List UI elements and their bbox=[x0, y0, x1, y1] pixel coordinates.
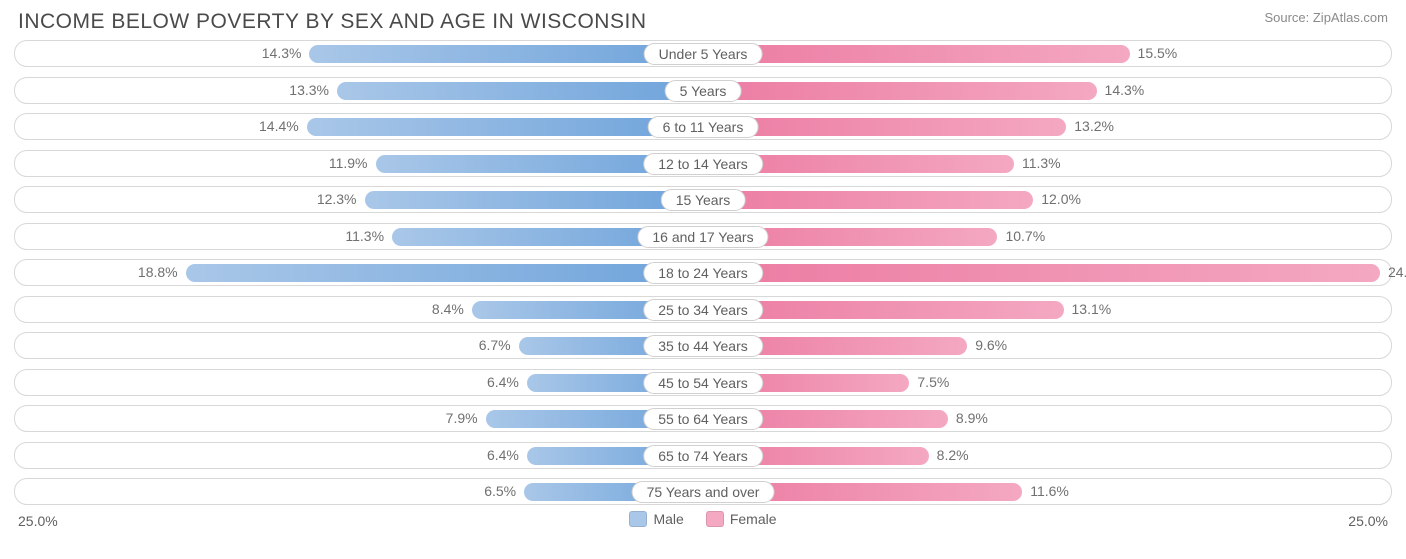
female-pct-label: 7.5% bbox=[917, 374, 949, 390]
male-pct-label: 14.3% bbox=[262, 45, 302, 61]
row-category-label: 18 to 24 Years bbox=[643, 262, 763, 284]
chart-row: 7.9% 8.9% 55 to 64 Years bbox=[14, 405, 1392, 432]
chart-row: 11.3% 10.7% 16 and 17 Years bbox=[14, 223, 1392, 250]
male-bar bbox=[337, 82, 703, 100]
female-pct-label: 8.9% bbox=[956, 410, 988, 426]
chart-header: INCOME BELOW POVERTY BY SEX AND AGE IN W… bbox=[0, 0, 1406, 38]
row-category-label: 25 to 34 Years bbox=[643, 299, 763, 321]
chart-row: 11.9% 11.3% 12 to 14 Years bbox=[14, 150, 1392, 177]
female-pct-label: 13.1% bbox=[1072, 301, 1112, 317]
male-pct-label: 6.5% bbox=[484, 483, 516, 499]
female-bar bbox=[703, 191, 1033, 209]
chart-row: 6.7% 9.6% 35 to 44 Years bbox=[14, 332, 1392, 359]
female-pct-label: 11.6% bbox=[1030, 483, 1069, 499]
chart-row: 13.3% 14.3% 5 Years bbox=[14, 77, 1392, 104]
row-category-label: 12 to 14 Years bbox=[643, 153, 763, 175]
source-name: ZipAtlas.com bbox=[1313, 10, 1388, 25]
female-pct-label: 12.0% bbox=[1041, 191, 1081, 207]
chart-row: 14.3% 15.5% Under 5 Years bbox=[14, 40, 1392, 67]
source-prefix: Source: bbox=[1264, 10, 1312, 25]
chart-title: INCOME BELOW POVERTY BY SEX AND AGE IN W… bbox=[18, 10, 646, 34]
row-category-label: 35 to 44 Years bbox=[643, 335, 763, 357]
row-category-label: Under 5 Years bbox=[644, 43, 763, 65]
female-pct-label: 15.5% bbox=[1138, 45, 1178, 61]
axis-left-max: 25.0% bbox=[18, 513, 58, 529]
row-category-label: 6 to 11 Years bbox=[648, 116, 759, 138]
chart-row: 12.3% 12.0% 15 Years bbox=[14, 186, 1392, 213]
male-pct-label: 12.3% bbox=[317, 191, 357, 207]
row-category-label: 15 Years bbox=[661, 189, 746, 211]
diverging-bar-chart: 14.3% 15.5% Under 5 Years 13.3% 14.3% 5 Years… bbox=[0, 38, 1406, 505]
chart-row: 14.4% 13.2% 6 to 11 Years bbox=[14, 113, 1392, 140]
legend-male: Male bbox=[629, 511, 683, 527]
male-pct-label: 6.4% bbox=[487, 447, 519, 463]
female-pct-label: 10.7% bbox=[1005, 228, 1045, 244]
female-bar bbox=[703, 82, 1097, 100]
row-category-label: 16 and 17 Years bbox=[637, 226, 768, 248]
female-pct-label: 13.2% bbox=[1074, 118, 1114, 134]
row-category-label: 55 to 64 Years bbox=[643, 408, 763, 430]
male-pct-label: 11.9% bbox=[329, 155, 368, 171]
female-pct-label: 14.3% bbox=[1105, 82, 1145, 98]
chart-legend: Male Female bbox=[0, 511, 1406, 527]
male-pct-label: 6.7% bbox=[479, 337, 511, 353]
chart-row: 6.5% 11.6% 75 Years and over bbox=[14, 478, 1392, 505]
male-pct-label: 8.4% bbox=[432, 301, 464, 317]
row-category-label: 65 to 74 Years bbox=[643, 445, 763, 467]
legend-female: Female bbox=[706, 511, 777, 527]
chart-row: 18.8%24.6%18 to 24 Years bbox=[14, 259, 1392, 286]
male-pct-label: 11.3% bbox=[345, 228, 384, 244]
male-bar bbox=[307, 118, 703, 136]
axis-right-max: 25.0% bbox=[1348, 513, 1388, 529]
female-pct-label: 9.6% bbox=[975, 337, 1007, 353]
male-pct-label: 14.4% bbox=[259, 118, 299, 134]
chart-row: 6.4% 7.5% 45 to 54 Years bbox=[14, 369, 1392, 396]
male-pct-label: 18.8% bbox=[138, 264, 178, 280]
male-bar bbox=[365, 191, 703, 209]
female-bar bbox=[703, 45, 1130, 63]
male-pct-label: 13.3% bbox=[289, 82, 329, 98]
male-pct-label: 6.4% bbox=[487, 374, 519, 390]
female-pct-label: 11.3% bbox=[1022, 155, 1061, 171]
row-category-label: 45 to 54 Years bbox=[643, 372, 763, 394]
male-bar bbox=[186, 264, 703, 282]
chart-source: Source: ZipAtlas.com bbox=[1264, 10, 1388, 25]
male-pct-label: 7.9% bbox=[446, 410, 478, 426]
row-category-label: 5 Years bbox=[665, 80, 742, 102]
female-pct-label: 24.6% bbox=[1388, 264, 1406, 280]
female-bar bbox=[703, 264, 1380, 282]
legend-male-label: Male bbox=[653, 511, 683, 527]
chart-row: 6.4% 8.2% 65 to 74 Years bbox=[14, 442, 1392, 469]
female-swatch-icon bbox=[706, 511, 724, 527]
chart-row: 8.4% 13.1% 25 to 34 Years bbox=[14, 296, 1392, 323]
legend-female-label: Female bbox=[730, 511, 777, 527]
female-pct-label: 8.2% bbox=[937, 447, 969, 463]
male-swatch-icon bbox=[629, 511, 647, 527]
row-category-label: 75 Years and over bbox=[632, 481, 775, 503]
